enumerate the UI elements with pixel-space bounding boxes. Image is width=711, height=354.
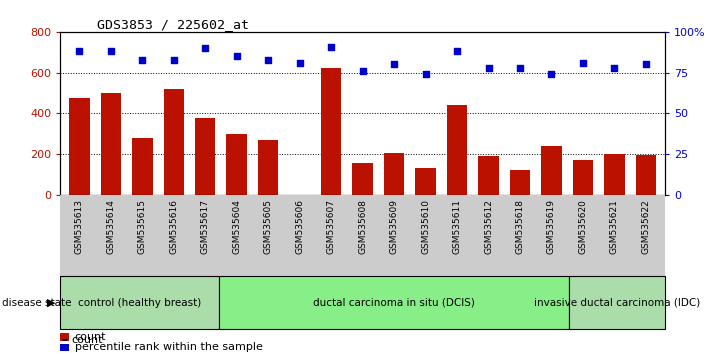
Text: GSM535611: GSM535611 — [452, 199, 461, 254]
Text: control (healthy breast): control (healthy breast) — [78, 298, 202, 308]
Text: GSM535622: GSM535622 — [641, 199, 651, 253]
Bar — [353, 163, 373, 195]
Point — [640, 62, 651, 67]
Point — [74, 48, 85, 54]
Text: GSM535616: GSM535616 — [169, 199, 178, 254]
Text: GSM535610: GSM535610 — [421, 199, 430, 254]
Point — [451, 48, 463, 54]
Point — [483, 65, 494, 70]
Text: invasive ductal carcinoma (IDC): invasive ductal carcinoma (IDC) — [534, 298, 700, 308]
Bar — [321, 69, 341, 195]
Text: ductal carcinoma in situ (DCIS): ductal carcinoma in situ (DCIS) — [314, 298, 476, 308]
Bar — [60, 333, 70, 341]
Text: count: count — [71, 335, 102, 345]
Text: GSM535604: GSM535604 — [232, 199, 241, 254]
Bar — [164, 89, 184, 195]
Bar — [604, 154, 625, 195]
Point — [105, 48, 117, 54]
Bar — [479, 156, 498, 195]
Point — [262, 57, 274, 62]
Text: count: count — [75, 332, 106, 342]
Bar — [573, 160, 593, 195]
Text: GSM535609: GSM535609 — [390, 199, 399, 254]
Point — [294, 60, 305, 65]
Bar — [636, 155, 656, 195]
Text: GSM535620: GSM535620 — [579, 199, 587, 254]
Point — [609, 65, 620, 70]
Text: GSM535606: GSM535606 — [295, 199, 304, 254]
Text: GSM535621: GSM535621 — [610, 199, 619, 254]
Text: GSM535618: GSM535618 — [515, 199, 525, 254]
Text: ▶: ▶ — [47, 298, 55, 308]
Text: GSM535617: GSM535617 — [201, 199, 210, 254]
Bar — [570, 276, 665, 329]
Text: GSM535614: GSM535614 — [107, 199, 115, 254]
Point — [326, 44, 337, 49]
Point — [546, 72, 557, 77]
Point — [357, 68, 368, 74]
Text: GSM535619: GSM535619 — [547, 199, 556, 254]
Bar — [195, 118, 215, 195]
Bar — [100, 93, 121, 195]
Text: percentile rank within the sample: percentile rank within the sample — [75, 342, 262, 352]
Point — [231, 53, 242, 59]
Point — [420, 72, 432, 77]
Bar — [541, 146, 562, 195]
Point — [577, 60, 589, 65]
Text: GSM535613: GSM535613 — [75, 199, 84, 254]
Bar — [510, 170, 530, 195]
Text: GSM535605: GSM535605 — [264, 199, 273, 254]
Text: GDS3853 / 225602_at: GDS3853 / 225602_at — [97, 18, 249, 31]
Text: GSM535615: GSM535615 — [138, 199, 146, 254]
Bar — [384, 153, 405, 195]
Bar — [258, 140, 279, 195]
Text: GSM535608: GSM535608 — [358, 199, 367, 254]
Bar — [220, 276, 570, 329]
Bar — [132, 138, 152, 195]
Bar — [447, 105, 467, 195]
Bar — [60, 344, 70, 351]
Point — [168, 57, 179, 62]
Text: GSM535612: GSM535612 — [484, 199, 493, 254]
Point — [388, 62, 400, 67]
Bar — [415, 168, 436, 195]
Bar — [60, 276, 220, 329]
Point — [137, 57, 148, 62]
Text: disease state: disease state — [2, 298, 72, 308]
Bar — [69, 98, 90, 195]
Text: GSM535607: GSM535607 — [326, 199, 336, 254]
Point — [514, 65, 525, 70]
Bar — [227, 133, 247, 195]
Point — [200, 45, 211, 51]
